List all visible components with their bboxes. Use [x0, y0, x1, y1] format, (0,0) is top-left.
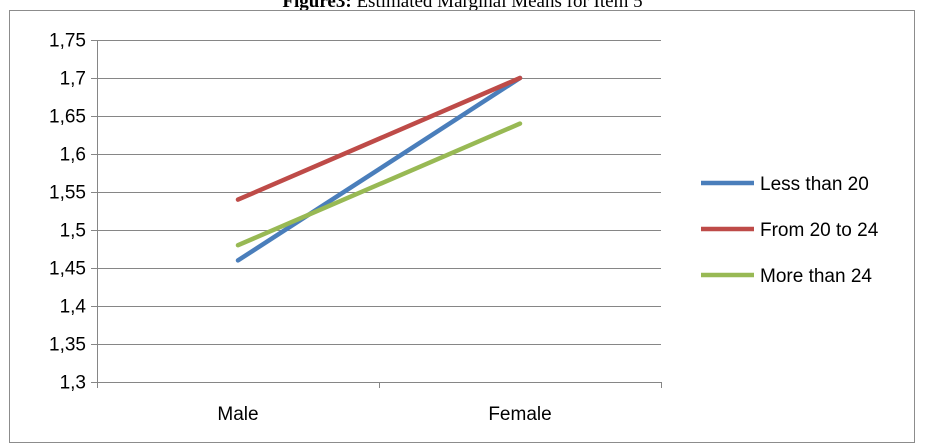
- axes: [91, 40, 662, 388]
- y-tick-label: 1,75: [49, 31, 86, 52]
- legend-label: More than 24: [760, 266, 872, 287]
- legend-label: From 20 to 24: [760, 220, 879, 241]
- legend-label: Less than 20: [760, 174, 869, 195]
- caption-text: Estimated Marginal Means for Item 5: [351, 0, 643, 12]
- chart-frame: [9, 10, 915, 443]
- y-tick-label: 1,6: [60, 145, 86, 166]
- chart-caption: Figure3: Estimated Marginal Means for It…: [0, 0, 925, 13]
- legend: Less than 20 From 20 to 24 More than 24: [701, 174, 879, 287]
- series-lines: [235, 75, 523, 263]
- series-line: [235, 75, 523, 263]
- y-tick-label: 1,5: [60, 221, 86, 242]
- x-category-label: Male: [217, 404, 258, 425]
- y-tick-label: 1,4: [60, 297, 87, 318]
- y-tick-label: 1,3: [60, 373, 86, 394]
- y-tick-label: 1,7: [60, 69, 86, 90]
- y-tick-label: 1,55: [49, 183, 86, 204]
- gridlines: [97, 40, 661, 345]
- y-tick-label: 1,65: [49, 107, 86, 128]
- y-axis-tick-labels: 1,3 1,35 1,4 1,45 1,5 1,55 1,6 1,65 1,7 1,75: [49, 31, 86, 394]
- y-tick-label: 1,45: [49, 259, 86, 280]
- x-category-label: Female: [488, 404, 551, 425]
- x-axis-category-labels: Male Female: [217, 404, 551, 425]
- series-line: [235, 121, 523, 248]
- caption-label: Figure3:: [282, 0, 352, 12]
- y-tick-label: 1,35: [49, 335, 86, 356]
- series-line: [235, 75, 523, 202]
